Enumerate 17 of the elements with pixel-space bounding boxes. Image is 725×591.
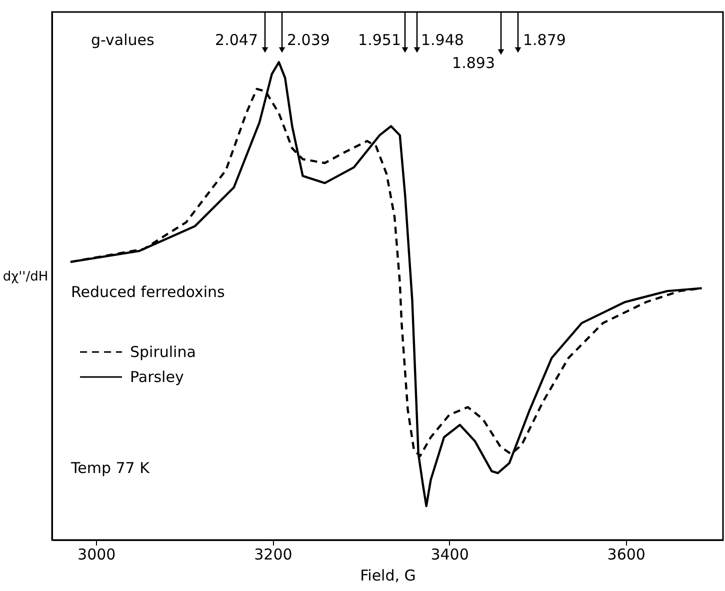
annotation: Reduced ferredoxins xyxy=(71,283,226,301)
legend-label: Spirulina xyxy=(130,343,196,361)
text: 1.951 xyxy=(358,31,401,49)
x-axis-title: Field, G xyxy=(360,566,416,584)
annotation: Temp 77 K xyxy=(70,459,151,477)
text: 1.948 xyxy=(421,31,464,49)
legend-label: Parsley xyxy=(130,368,184,386)
text: g-values xyxy=(91,31,155,49)
text: 2.039 xyxy=(287,31,330,49)
x-tick-label: 3600 xyxy=(607,546,646,564)
x-tick-label: 3200 xyxy=(254,546,292,564)
y-axis-title: dχ''/dH xyxy=(2,270,48,284)
annotation: 1.893 xyxy=(452,54,495,72)
x-tick-label: 3000 xyxy=(78,546,116,564)
x-tick-label: 3400 xyxy=(430,546,469,564)
text: 2.047 xyxy=(215,31,258,49)
text: 1.879 xyxy=(523,31,566,49)
